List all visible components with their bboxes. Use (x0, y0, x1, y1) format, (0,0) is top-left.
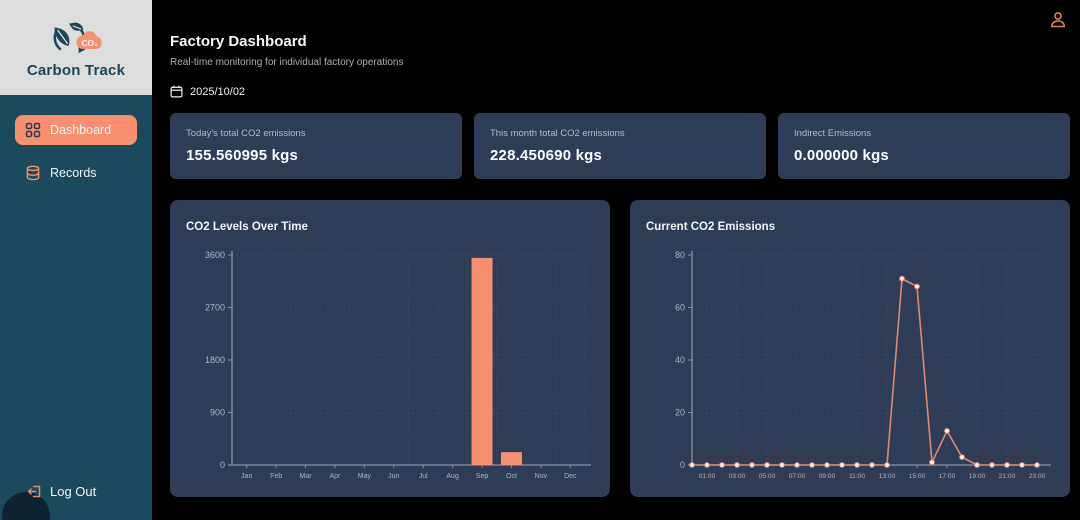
bar-chart-panel: CO2 Levels Over Time 0 900 1800 2700 3600 Jan… (170, 200, 610, 497)
stats-row: Today's total CO2 emissions 155.560995 k… (170, 113, 1070, 179)
co2-cloud: CO₂ (76, 30, 102, 49)
bar-chart-title: CO2 Levels Over Time (186, 221, 308, 233)
svg-text:0: 0 (680, 460, 685, 470)
grid-icon (25, 122, 41, 138)
svg-text:40: 40 (675, 355, 685, 365)
svg-text:Jan: Jan (241, 473, 252, 480)
svg-text:Feb: Feb (270, 473, 282, 480)
svg-text:11:00: 11:00 (849, 473, 865, 480)
co2-levels-bar-chart: 0 900 1800 2700 3600 Jan Feb Mar Apr May Jun Jul Aug… (186, 244, 594, 489)
svg-text:80: 80 (675, 250, 685, 260)
svg-text:20: 20 (675, 408, 685, 418)
svg-text:05:00: 05:00 (759, 473, 776, 480)
svg-text:1800: 1800 (205, 355, 225, 365)
stat-card-indirect: Indirect Emissions 0.000000 kgs (778, 113, 1070, 179)
stat-value: 0.000000 kgs (794, 147, 889, 164)
svg-text:03:00: 03:00 (729, 473, 746, 480)
svg-text:19:00: 19:00 (969, 473, 986, 480)
logout-button[interactable]: Log Out (0, 476, 152, 520)
svg-text:15:00: 15:00 (909, 473, 926, 480)
sidebar-item-dashboard[interactable]: Dashboard (15, 115, 137, 145)
logout-label: Log Out (50, 484, 97, 499)
brand-name: Carbon Track (26, 61, 126, 79)
sidebar: CO₂ Carbon Track Dashboard (0, 0, 152, 520)
svg-text:3600: 3600 (205, 250, 225, 260)
stat-card-today: Today's total CO2 emissions 155.560995 k… (170, 113, 462, 179)
stat-value: 155.560995 kgs (186, 147, 299, 164)
svg-text:Jun: Jun (388, 473, 399, 480)
svg-text:01:00: 01:00 (699, 473, 716, 480)
svg-text:0: 0 (220, 460, 225, 470)
logout-icon (27, 485, 41, 498)
sidebar-nav: Dashboard Records (0, 95, 152, 188)
svg-text:Oct: Oct (506, 473, 517, 480)
main-content: Factory Dashboard Real-time monitoring f… (152, 0, 1080, 520)
charts-row: CO2 Levels Over Time 0 900 1800 2700 3600 Jan… (170, 200, 1070, 497)
sidebar-item-records[interactable]: Records (15, 158, 137, 188)
brand-panel: CO₂ Carbon Track (0, 0, 152, 95)
svg-text:CO₂: CO₂ (82, 37, 99, 47)
svg-text:Aug: Aug (446, 473, 459, 480)
svg-text:13:00: 13:00 (879, 473, 896, 480)
stat-value: 228.450690 kgs (490, 147, 603, 164)
avatar (2, 492, 50, 520)
user-profile-icon[interactable] (1048, 10, 1068, 30)
sidebar-item-label: Dashboard (50, 123, 112, 137)
svg-text:May: May (358, 473, 372, 480)
svg-text:Apr: Apr (330, 473, 342, 480)
svg-text:09:00: 09:00 (819, 473, 836, 480)
database-icon (26, 165, 40, 181)
stat-card-month: This month total CO2 emissions 228.45069… (474, 113, 766, 179)
svg-text:21:00: 21:00 (999, 473, 1016, 480)
svg-text:17:00: 17:00 (939, 473, 956, 480)
carbon-track-logo-icon: CO₂ (53, 22, 102, 53)
date-value: 2025/10/02 (190, 85, 246, 98)
stat-label: Today's total CO2 emissions (186, 128, 306, 139)
svg-text:Sep: Sep (476, 473, 489, 480)
svg-text:07:00: 07:00 (789, 473, 806, 480)
page-title: Factory Dashboard (170, 33, 307, 50)
line-chart-title: Current CO2 Emissions (646, 221, 776, 233)
page-subtitle: Real-time monitoring for individual fact… (170, 57, 404, 68)
date-picker[interactable]: 2025/10/02 (170, 85, 245, 98)
sidebar-item-label: Records (50, 166, 97, 180)
svg-text:Dec: Dec (564, 473, 577, 480)
current-co2-line-chart: 0 20 40 60 80 01:00 03:00 05:00 07:00 09:00 11:00 1… (646, 244, 1054, 489)
svg-text:23:00: 23:00 (1029, 473, 1046, 480)
stat-label: Indirect Emissions (794, 128, 872, 139)
calendar-icon (170, 85, 183, 98)
svg-text:900: 900 (210, 408, 225, 418)
svg-text:Jul: Jul (419, 473, 428, 480)
svg-text:Mar: Mar (300, 473, 313, 480)
svg-text:Nov: Nov (535, 473, 548, 480)
line-chart-panel: Current CO2 Emissions 0 20 40 60 80 01:00 03:0… (630, 200, 1070, 497)
svg-text:60: 60 (675, 303, 685, 313)
stat-label: This month total CO2 emissions (490, 128, 625, 139)
svg-text:2700: 2700 (205, 303, 225, 313)
